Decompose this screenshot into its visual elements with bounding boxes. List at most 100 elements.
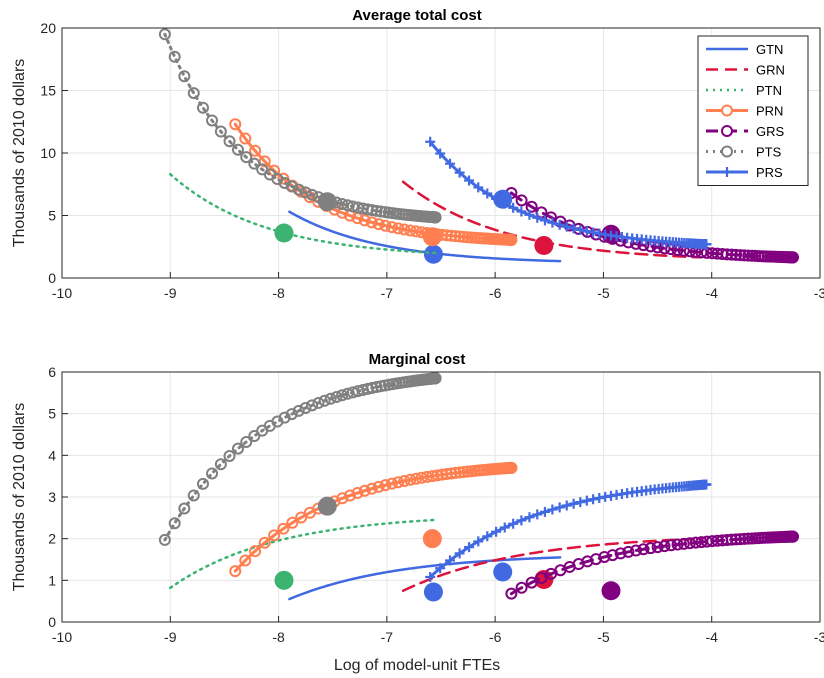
marker-plus <box>588 494 599 505</box>
y-tick-label: 10 <box>40 145 56 161</box>
y-tick-label: 4 <box>48 447 56 463</box>
x-tick-label: -7 <box>381 629 394 645</box>
marker-circle <box>248 430 261 443</box>
marker-circle <box>677 537 690 550</box>
marker-plus <box>445 158 456 169</box>
marker-circle <box>683 537 696 550</box>
marker-circle <box>449 466 462 479</box>
marker-circle <box>440 229 453 242</box>
legend-item-grn: GRN <box>706 63 785 78</box>
marker-circle <box>365 482 378 495</box>
legend-marker <box>721 125 733 137</box>
marker-circle <box>637 543 650 556</box>
marker-plus <box>425 136 436 147</box>
marker-circle <box>187 489 200 502</box>
marker-circle <box>278 176 291 189</box>
marker-circle <box>278 411 291 424</box>
marker-circle <box>249 144 262 157</box>
marker-circle <box>277 522 290 535</box>
legend-label: GRN <box>756 63 785 78</box>
marker-circle <box>734 533 747 546</box>
marker-plus <box>575 497 586 508</box>
marker-plus <box>508 518 519 529</box>
marker-circle <box>665 539 678 552</box>
marker-plus <box>508 202 519 213</box>
marker-circle <box>505 233 518 246</box>
legend-label: GTN <box>756 42 783 57</box>
series-grs <box>505 530 799 601</box>
marker-circle <box>187 87 200 100</box>
legend-label: PTN <box>756 83 782 98</box>
marker-circle <box>525 200 538 213</box>
highlight-point-prs <box>493 562 513 582</box>
legend-item-gtn: GTN <box>706 42 783 57</box>
marker-circle <box>196 477 209 490</box>
marker-plus <box>464 542 475 553</box>
marker-circle <box>206 467 219 480</box>
marker-plus <box>547 504 558 515</box>
marker-circle <box>725 533 738 546</box>
series-grn <box>401 180 703 259</box>
chart-title: Average total cost <box>352 7 482 24</box>
marker-circle <box>449 230 462 243</box>
marker-circle <box>336 492 349 505</box>
y-tick-label: 1 <box>48 572 56 588</box>
y-axis-label: Thousands of 2010 dollars <box>11 403 28 592</box>
axes-frame <box>61 27 821 279</box>
legend-marker <box>721 104 733 117</box>
chart-title: Marginal cost <box>369 351 466 368</box>
legend-item-pts: PTS <box>706 145 782 160</box>
marker-circle <box>738 532 751 545</box>
marker-circle <box>268 529 281 542</box>
axes-frame <box>61 371 821 623</box>
marker-plus <box>701 479 712 490</box>
marker-plus <box>539 506 550 517</box>
marker-circle <box>330 390 343 403</box>
legend: GTN GRN PTN PRN GRS PTS PRS <box>697 35 809 186</box>
marker-circle <box>379 479 392 492</box>
marker-circle <box>158 533 171 546</box>
marker-plus <box>524 512 535 523</box>
marker-circle <box>445 229 458 242</box>
marker-circle <box>404 473 417 486</box>
marker-plus <box>581 495 592 506</box>
marker-circle <box>385 221 398 234</box>
marker-circle <box>671 243 684 256</box>
marker-plus <box>516 515 527 526</box>
marker-plus <box>491 526 502 537</box>
marker-plus <box>454 167 465 178</box>
marker-circle <box>410 472 423 485</box>
marker-circle <box>505 587 518 600</box>
marker-circle <box>292 183 305 196</box>
x-tick-label: -10 <box>52 285 72 301</box>
marker-circle <box>370 204 383 217</box>
marker-circle <box>285 408 298 421</box>
marker-plus <box>473 182 484 193</box>
x-tick-label: -7 <box>381 285 394 301</box>
marker-circle <box>196 101 209 114</box>
marker-circle <box>671 538 684 551</box>
marker-circle <box>786 251 799 264</box>
marker-circle <box>206 114 219 127</box>
marker-circle <box>429 372 442 385</box>
marker-circle <box>239 132 252 145</box>
marker-plus <box>482 531 493 542</box>
x-tick-label: -8 <box>272 629 285 645</box>
marker-circle <box>344 489 357 502</box>
legend-marker <box>722 167 732 177</box>
marker-circle <box>306 399 319 412</box>
marker-circle <box>372 480 385 493</box>
x-tick-label: -6 <box>489 285 502 301</box>
marker-circle <box>366 381 379 394</box>
marker-circle <box>240 151 253 164</box>
x-tick-label: -3 <box>814 629 824 645</box>
marker-plus <box>588 227 599 238</box>
x-tick-label: -9 <box>164 629 177 645</box>
marker-circle <box>630 544 643 557</box>
marker-circle <box>214 125 227 138</box>
marker-circle <box>214 458 227 471</box>
marker-plus <box>482 188 493 199</box>
y-tick-label: 3 <box>48 489 56 505</box>
marker-circle <box>404 224 417 237</box>
x-tick-label: -9 <box>164 285 177 301</box>
